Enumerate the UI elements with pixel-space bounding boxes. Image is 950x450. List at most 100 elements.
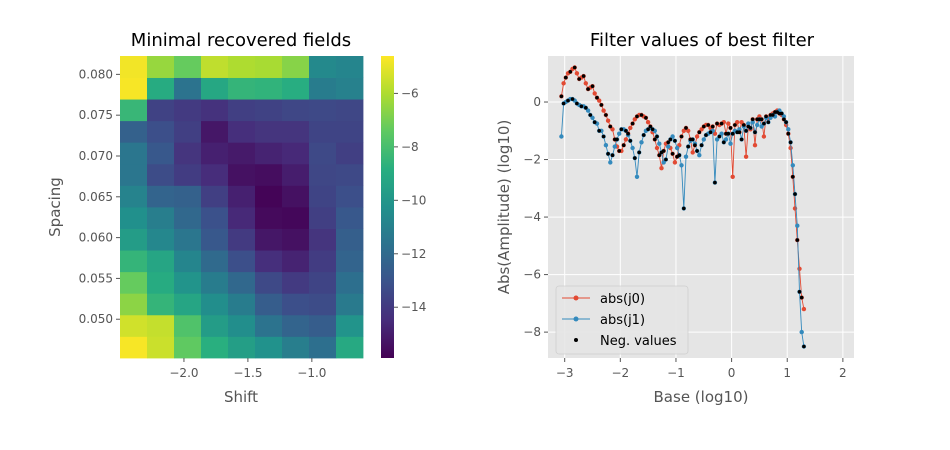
heatmap-cell bbox=[201, 250, 229, 273]
y-tick-label: 0 bbox=[533, 95, 541, 109]
heatmap-cell bbox=[228, 293, 256, 316]
y-tick-label: −8 bbox=[523, 325, 541, 339]
series-point bbox=[561, 81, 566, 86]
heatmap-cell bbox=[228, 56, 256, 78]
heatmap-cell bbox=[147, 163, 175, 186]
heatmap-cell bbox=[201, 271, 229, 294]
series-point bbox=[728, 141, 733, 146]
neg-value-point bbox=[677, 153, 682, 157]
y-tick-label: 0.080 bbox=[79, 67, 113, 81]
neg-value-point bbox=[797, 290, 802, 294]
neg-value-point bbox=[644, 116, 648, 120]
heatmap-cell bbox=[120, 228, 148, 251]
heatmap-cell bbox=[309, 99, 337, 122]
neg-value-point bbox=[590, 84, 595, 88]
neg-value-point bbox=[655, 134, 659, 139]
heatmap-cell bbox=[309, 120, 337, 143]
series-point bbox=[679, 163, 684, 168]
heatmap-cell bbox=[201, 207, 229, 229]
legend-j1-label: abs(j1) bbox=[600, 313, 645, 328]
colorbar-tick-label: −14 bbox=[401, 300, 426, 314]
heatmap-cell bbox=[282, 207, 310, 229]
heatmap-cell bbox=[174, 120, 202, 143]
heatmap-cell bbox=[309, 271, 337, 294]
neg-value-point bbox=[639, 113, 644, 117]
heatmap-cell bbox=[282, 120, 310, 143]
series-point bbox=[608, 160, 613, 165]
heatmap-cell bbox=[282, 163, 310, 186]
heatmap-cell bbox=[147, 228, 175, 251]
colorbar-tick-label: −8 bbox=[401, 140, 419, 154]
heatmap-cell bbox=[201, 56, 229, 78]
heatmap-cell bbox=[282, 271, 310, 294]
heatmap-panel: Minimal recovered fields −2.0 −1.5 −1.0 0.… bbox=[46, 30, 364, 406]
heatmap-cell bbox=[336, 271, 364, 294]
neg-value-point bbox=[690, 137, 695, 142]
y-tick-label: −2 bbox=[523, 153, 541, 167]
series-point bbox=[634, 174, 640, 179]
line-x-label: Base (log10) bbox=[654, 388, 749, 406]
line-y-label: Abs(Amplitude) (log10) bbox=[495, 120, 513, 295]
neg-value-point bbox=[788, 140, 793, 145]
series-point bbox=[670, 134, 675, 139]
neg-value-point bbox=[564, 75, 568, 80]
heatmap-title: Minimal recovered fields bbox=[131, 30, 351, 51]
neg-value-point bbox=[566, 98, 570, 103]
neg-value-point bbox=[802, 344, 806, 349]
heatmap-cell bbox=[255, 77, 283, 100]
heatmap-cell bbox=[147, 56, 175, 78]
heatmap-cell bbox=[174, 207, 202, 229]
heatmap-cell bbox=[174, 271, 202, 294]
heatmap-cell bbox=[201, 336, 229, 359]
series-point bbox=[585, 108, 591, 113]
series-point bbox=[735, 120, 740, 125]
series-point bbox=[628, 125, 633, 131]
neg-value-point bbox=[599, 103, 604, 107]
heatmap-cell bbox=[120, 142, 148, 165]
colorbar-ticks: −6 −8 −10 −12 −14 bbox=[394, 86, 426, 314]
neg-value-point bbox=[586, 87, 590, 91]
y-tick-label: 0.075 bbox=[79, 108, 113, 122]
neg-value-point bbox=[710, 124, 715, 129]
heatmap-cell bbox=[228, 336, 256, 359]
heatmap-cell bbox=[228, 228, 256, 251]
series-point bbox=[723, 137, 729, 142]
neg-value-point bbox=[679, 134, 684, 139]
neg-value-point bbox=[771, 113, 775, 117]
heatmap-cell bbox=[255, 228, 283, 251]
neg-value-point bbox=[704, 133, 708, 137]
series-point bbox=[639, 140, 644, 145]
series-point bbox=[743, 154, 749, 159]
heatmap-y-label: Spacing bbox=[46, 177, 64, 237]
heatmap-cell bbox=[120, 314, 148, 337]
neg-value-point bbox=[673, 139, 677, 143]
heatmap-cell bbox=[228, 120, 256, 143]
y-tick-label: −6 bbox=[523, 268, 541, 282]
neg-value-point bbox=[641, 133, 646, 137]
heatmap-cell bbox=[228, 207, 256, 229]
heatmap-cell bbox=[309, 336, 337, 359]
neg-value-point bbox=[670, 152, 675, 156]
neg-value-point bbox=[702, 124, 706, 129]
heatmap-cell bbox=[201, 293, 229, 316]
neg-value-point bbox=[708, 130, 713, 134]
heatmap-cell bbox=[282, 77, 310, 100]
series-point bbox=[597, 98, 602, 103]
heatmap-cell bbox=[336, 293, 364, 316]
series-point bbox=[559, 134, 564, 139]
heatmap-cell bbox=[336, 99, 364, 122]
heatmap-cell bbox=[336, 207, 364, 229]
neg-value-point bbox=[693, 143, 697, 147]
heatmap-cell bbox=[309, 142, 337, 165]
heatmap-cell bbox=[255, 293, 283, 316]
heatmap-cell bbox=[282, 293, 310, 316]
line-panel: Filter values of best filter −3 −2 −1 0 1 2 0… bbox=[495, 30, 854, 406]
neg-value-point bbox=[601, 134, 606, 139]
heatmap-cell bbox=[201, 77, 229, 100]
heatmap-cell bbox=[228, 142, 256, 165]
series-point bbox=[799, 329, 804, 335]
series-point bbox=[781, 114, 787, 119]
heatmap-cell bbox=[282, 142, 310, 165]
heatmap-cell bbox=[228, 250, 256, 273]
heatmap-cell bbox=[309, 228, 337, 251]
